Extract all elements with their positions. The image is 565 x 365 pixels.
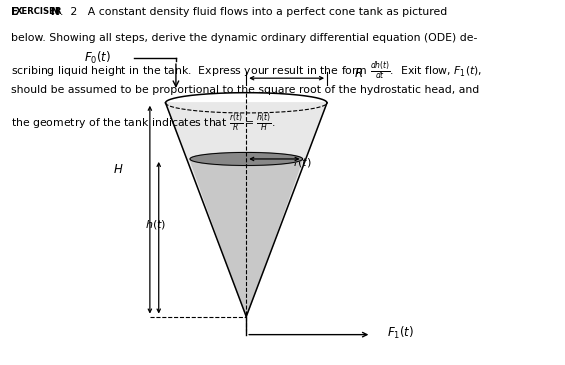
Text: N: N [47,7,59,17]
Text: $F_0(t)$: $F_0(t)$ [84,50,111,66]
Text: the geometry of the tank indicates that $\frac{r(t)}{R} = \frac{h(t)}{H}$.: the geometry of the tank indicates that … [11,111,275,134]
Text: scribing liquid height in the tank.  Express your result in the form $\frac{dh(t: scribing liquid height in the tank. Expr… [11,59,482,82]
Text: $R$: $R$ [354,67,363,80]
Text: $r(t)$: $r(t)$ [293,156,312,169]
Text: .  2   A constant density fluid flows into a perfect cone tank as pictured: . 2 A constant density fluid flows into … [60,7,447,17]
Text: R: R [55,7,61,16]
Polygon shape [190,159,302,316]
Text: $F_1(t)$: $F_1(t)$ [387,325,414,341]
Polygon shape [190,153,302,165]
Text: $H$: $H$ [114,163,124,176]
Polygon shape [166,103,327,316]
Text: E: E [11,7,18,17]
Text: should be assumed to be proportional to the square root of the hydrostatic head,: should be assumed to be proportional to … [11,85,479,95]
Text: $h(t)$: $h(t)$ [145,218,166,231]
Text: below. Showing all steps, derive the dynamic ordinary differential equation (ODE: below. Showing all steps, derive the dyn… [11,33,477,43]
Text: XERCISE: XERCISE [15,7,55,16]
